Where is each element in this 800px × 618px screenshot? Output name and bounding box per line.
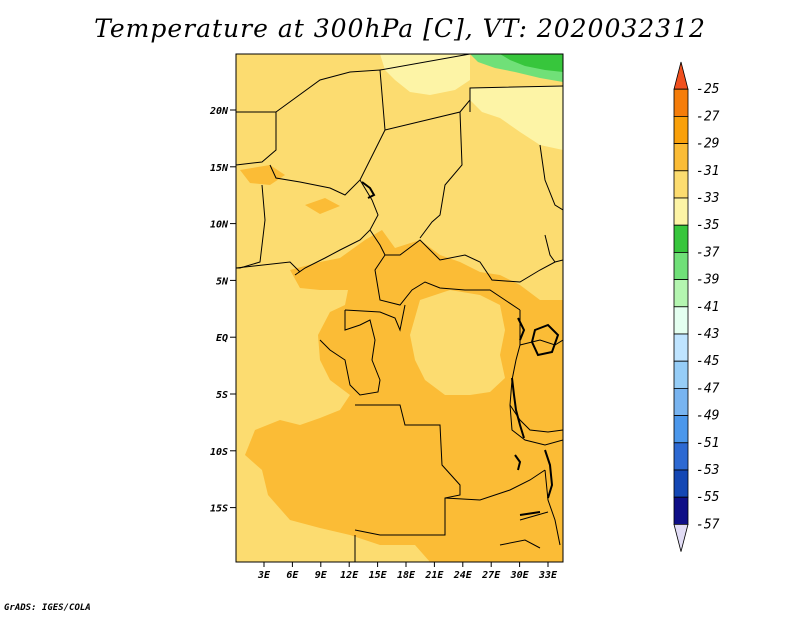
map-title: Temperature at 300hPa [C], VT: 202003231…: [94, 14, 706, 43]
field-cool-region-west: [236, 280, 335, 430]
lake-malawi: [544, 449, 554, 499]
lon-tick-label: 9E: [315, 570, 328, 581]
colorbar-swatch: [673, 116, 689, 145]
lat-tick-label: 15S: [210, 504, 228, 515]
lon-tick-label: 15E: [369, 570, 388, 581]
lat-tick-label: 5S: [216, 390, 228, 401]
field-dark-green-region: [500, 54, 563, 72]
lake-tanganyika: [511, 377, 525, 439]
colorbar-swatch: [673, 360, 689, 389]
colorbar-label: -29: [696, 137, 719, 152]
field-warm-patch-nw: [240, 165, 285, 185]
colorbar-swatch: [673, 524, 689, 552]
colorbar-swatch: [673, 306, 689, 335]
colorbar-label: -51: [696, 436, 719, 451]
latitude-axis: 20N 15N 10N 5N EQ 5S 10S 15S: [209, 106, 236, 515]
lon-tick-label: 21E: [424, 570, 444, 581]
lon-tick-label: 6E: [286, 570, 299, 581]
longitude-axis: 3E 6E 9E 12E 15E 18E 21E 24E 27E 30E 33E: [257, 562, 558, 581]
colorbar-label: -33: [696, 191, 719, 206]
colorbar-swatch: [673, 170, 689, 199]
lake-mweru: [514, 454, 522, 471]
lat-tick-label: 15N: [210, 163, 229, 174]
grads-credit: GrADS: IGES/COLA: [4, 603, 91, 613]
lon-tick-label: 27E: [481, 570, 501, 581]
lat-tick-label: 10N: [210, 220, 229, 231]
lat-tick-label: 20N: [209, 106, 229, 117]
colorbar-label: -25: [696, 82, 720, 97]
colorbar-swatch: [673, 251, 689, 280]
colorbar-swatch: [673, 224, 689, 253]
colorbar-swatch: [673, 143, 689, 172]
colorbar-label: -39: [696, 273, 719, 288]
lat-tick-label: EQ: [216, 333, 228, 344]
temperature-field: [236, 54, 563, 562]
colorbar-label: -55: [696, 490, 720, 505]
colorbar-label: -31: [696, 164, 719, 179]
colorbar-swatch: [673, 496, 689, 525]
field-warm-patch-n: [305, 198, 340, 214]
colorbar-swatch: [673, 333, 689, 362]
lon-tick-label: 3E: [257, 570, 271, 581]
lake-kariba: [519, 511, 541, 516]
colorbar-swatch: [673, 415, 689, 444]
lake-victoria: [530, 323, 560, 357]
colorbar-swatch: [673, 469, 689, 498]
colorbar-label: -57: [696, 517, 720, 532]
lake-chad: [361, 181, 376, 199]
colorbar-swatch: [673, 279, 689, 308]
colorbar-swatch: [673, 387, 689, 416]
colorbar-label: -53: [696, 463, 719, 478]
lat-tick-label: 5N: [216, 276, 229, 287]
field-cool-region-congo: [410, 290, 505, 395]
lake-outlines: [361, 181, 560, 516]
map-frame: [235, 53, 564, 563]
lake-albert: [517, 317, 526, 341]
lat-tick-label: 10S: [210, 447, 228, 458]
colorbar-label: -43: [696, 327, 719, 342]
lon-tick-label: 12E: [340, 570, 359, 581]
field-cool-region-ne: [470, 86, 563, 150]
lon-tick-label: 30E: [510, 570, 530, 581]
lon-tick-label: 18E: [397, 570, 416, 581]
colorbar-label: -35: [696, 218, 720, 233]
lon-tick-label: 24E: [453, 570, 473, 581]
colorbar: -25 -27 -29 -31 -33 -35 -37 -39 -41 -43 -45 -47 -49 -…: [673, 61, 720, 552]
colorbar-swatch: [673, 197, 689, 226]
colorbar-label: -27: [696, 109, 720, 124]
colorbar-label: -45: [696, 354, 720, 369]
colorbar-label: -41: [696, 300, 719, 315]
colorbar-swatch: [673, 442, 689, 471]
colorbar-label: -47: [696, 381, 720, 396]
colorbar-swatch: [673, 88, 689, 117]
field-cool-region-n: [380, 54, 470, 95]
country-borders: [236, 54, 563, 562]
colorbar-label: -37: [696, 245, 720, 260]
colorbar-swatch: [673, 61, 689, 90]
colorbar-label: -49: [696, 409, 719, 424]
lon-tick-label: 33E: [538, 570, 558, 581]
